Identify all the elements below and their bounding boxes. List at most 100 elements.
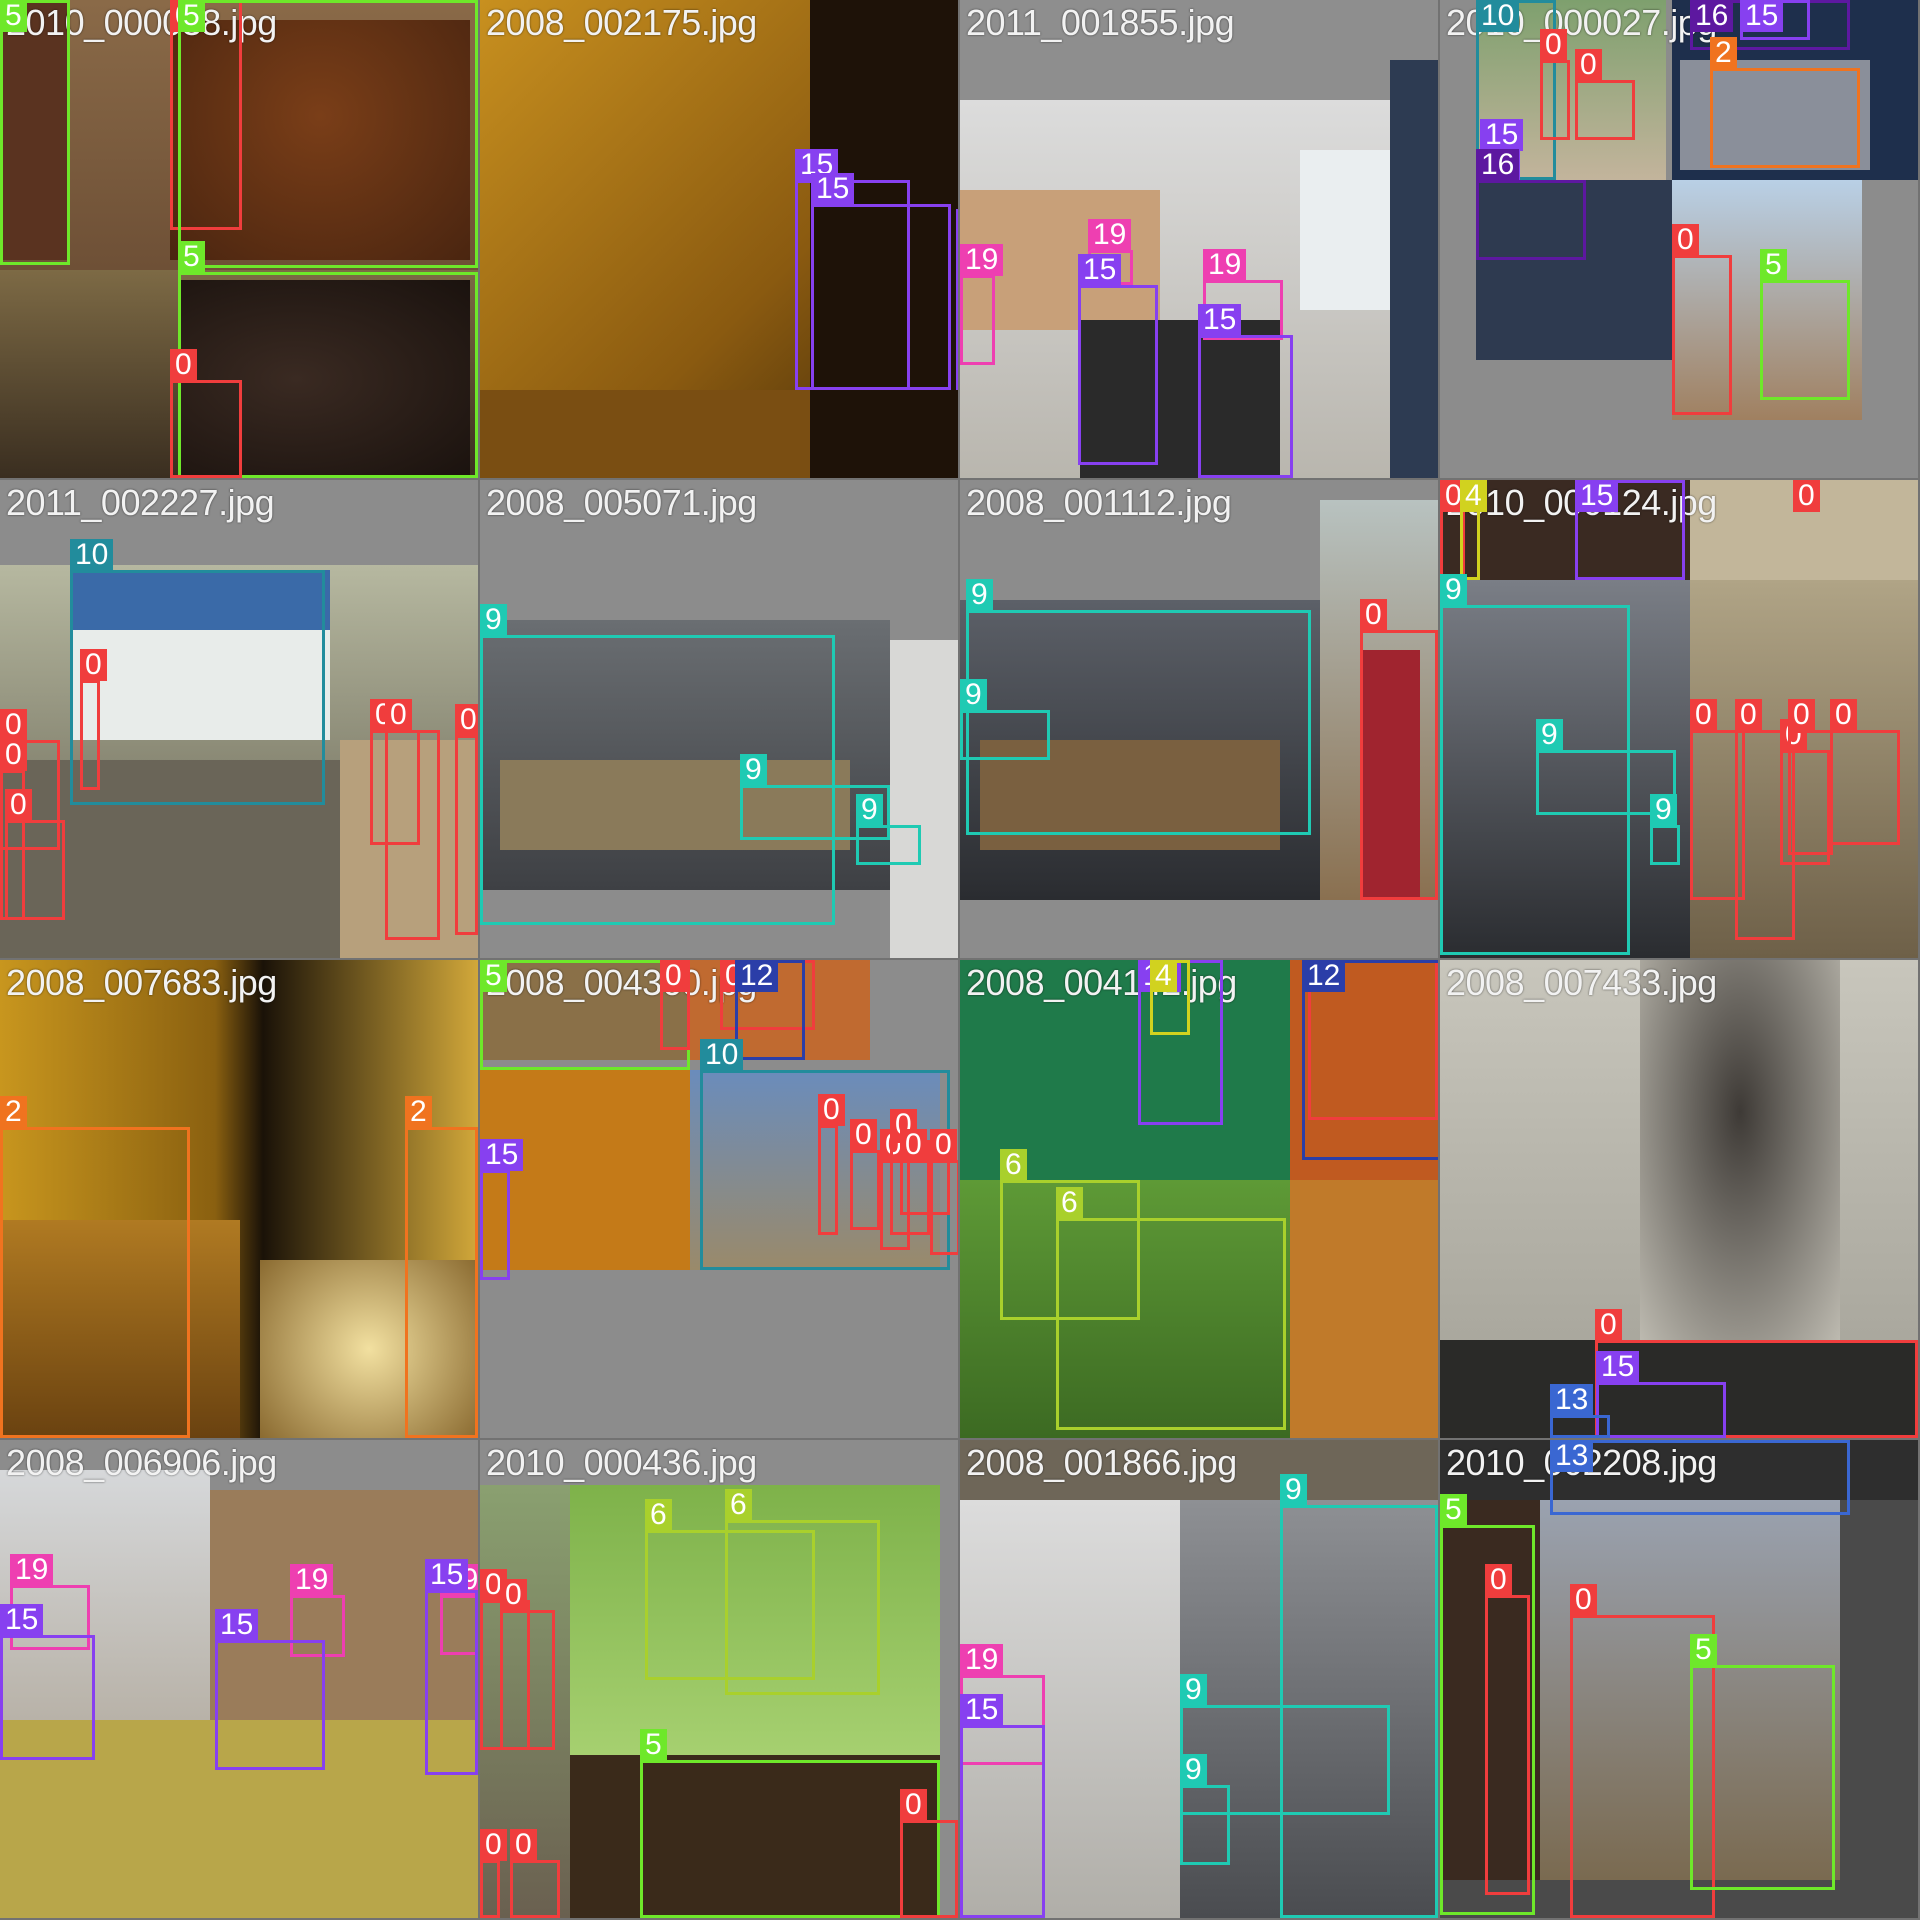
class-label: 16	[1476, 149, 1520, 181]
detection-box: 15	[480, 1139, 524, 1280]
detection-box: 0	[500, 1579, 555, 1750]
class-label: 6	[1000, 1149, 1027, 1181]
detection-box: 0	[1595, 1309, 1918, 1438]
class-label: 0	[1788, 699, 1815, 731]
class-label: 9	[1536, 719, 1563, 751]
class-label: 6	[645, 1499, 672, 1531]
detection-box: 5	[480, 960, 690, 1070]
class-label: 2	[0, 1096, 27, 1128]
tile-filename: 2008_007683.jpg	[6, 962, 277, 1003]
class-label: 5	[1760, 249, 1787, 281]
tile-photo	[960, 960, 1438, 1438]
class-label: 9	[1180, 1674, 1207, 1706]
class-label: 12	[1302, 960, 1346, 992]
class-label: 4	[1460, 480, 1487, 512]
detection-box: 0	[385, 699, 440, 940]
detection-box: 13	[1550, 1384, 1610, 1438]
mosaic-tile: 2008_001866.jpg 9 19 15 9 9	[960, 1440, 1438, 1918]
detection-box: 5	[1760, 249, 1850, 400]
tile-filename: 2011_002227.jpg	[6, 482, 275, 523]
detection-box: 0	[0, 739, 27, 920]
class-label: 19	[960, 244, 1004, 276]
detection-box: 15	[956, 209, 958, 390]
detection-box: 9	[856, 794, 921, 865]
detection-box: 0	[480, 1829, 507, 1918]
detection-box: 15	[1198, 304, 1293, 478]
detection-box: 9	[740, 754, 890, 840]
class-label: 13	[1550, 1440, 1594, 1472]
detection-box: 5	[1440, 1494, 1535, 1915]
class-label: 16	[1690, 0, 1734, 32]
detection-box: 15	[811, 173, 951, 390]
tile-filename: 2008_006906.jpg	[6, 1442, 277, 1483]
class-label: 0	[1672, 224, 1699, 256]
detection-box: 9	[960, 679, 1050, 760]
class-label: 0	[80, 649, 107, 681]
class-label: 6	[1056, 1187, 1083, 1219]
class-label: 0	[170, 349, 197, 381]
class-label: 0	[0, 739, 27, 771]
tile-photo	[480, 480, 958, 958]
mosaic-tile: 2011_002227.jpg 10 0 0 0 0 0 0 0	[0, 480, 478, 958]
class-label: 15	[1198, 304, 1242, 336]
detection-box: 5	[1690, 1634, 1835, 1890]
tile-photo	[0, 0, 478, 478]
tile-filename: 2008_001866.jpg	[966, 1442, 1237, 1483]
tile-photo	[0, 960, 478, 1438]
detection-box: 5	[0, 0, 70, 265]
class-label: 9	[1180, 1754, 1207, 1786]
detection-box: 9	[1440, 574, 1630, 955]
mosaic-tile: 2008_005071.jpg 9 9 9	[480, 480, 958, 958]
tile-filename: 2008_002175.jpg	[486, 2, 757, 43]
class-label: 0	[1793, 480, 1820, 512]
detection-box: 0	[455, 704, 478, 935]
detection-box: 9	[966, 579, 1311, 835]
class-label: 0	[1735, 699, 1762, 731]
mosaic-tile: 2008_007433.jpg 0 15 13	[1440, 960, 1918, 1438]
class-label: 9	[856, 794, 883, 826]
tile-photo	[480, 0, 958, 478]
class-label: 0	[1595, 1309, 1622, 1341]
mosaic-tile: 2010_002208.jpg135005	[1440, 1440, 1918, 1918]
mosaic-tile: 2010_000124.jpg0415099900000	[1440, 480, 1918, 958]
detection-box: 12	[1302, 960, 1438, 1160]
class-label: 0	[1540, 29, 1567, 61]
class-label: 15	[215, 1609, 259, 1641]
mosaic-tile: 2008_007683.jpg 2 2	[0, 960, 478, 1438]
detection-box: 0	[1485, 1564, 1530, 1895]
class-label: 0	[1570, 1584, 1597, 1616]
detection-box: 9	[480, 604, 835, 925]
detection-box: 0	[5, 789, 65, 920]
class-label: 15	[956, 209, 958, 241]
class-label: 0	[480, 1829, 507, 1861]
detection-box: 15	[960, 1694, 1045, 1918]
class-label: 15	[811, 173, 855, 205]
detection-box: 9	[1280, 1474, 1438, 1918]
class-label: 9	[966, 579, 993, 611]
class-label: 0	[818, 1094, 845, 1126]
class-label: 9	[740, 754, 767, 786]
class-label: 15	[480, 1139, 524, 1171]
detection-box: 0	[1793, 480, 1820, 512]
tile-photo	[1440, 0, 1918, 478]
class-label: 15	[1575, 480, 1619, 512]
detection-box: 0	[1672, 224, 1732, 415]
class-label: 5	[178, 0, 205, 32]
tile-photo	[0, 1440, 478, 1918]
class-label: 5	[178, 241, 205, 273]
detection-box: 4	[1460, 480, 1487, 580]
mosaic-tile: 2008_002175.jpg151515	[480, 0, 958, 478]
class-label: 0	[1485, 1564, 1512, 1596]
class-label: 0	[660, 960, 687, 992]
class-label: 9	[1440, 574, 1467, 606]
class-label: 10	[700, 1039, 744, 1071]
tile-photo	[960, 480, 1438, 958]
class-label: 6	[725, 1489, 752, 1521]
class-label: 19	[1088, 219, 1132, 251]
tile-photo	[1440, 960, 1918, 1438]
class-label: 12	[735, 960, 779, 992]
class-label: 4	[1150, 960, 1177, 992]
class-label: 15	[1740, 0, 1784, 32]
class-label: 19	[960, 1644, 1004, 1676]
detection-box: 0	[1788, 699, 1833, 855]
